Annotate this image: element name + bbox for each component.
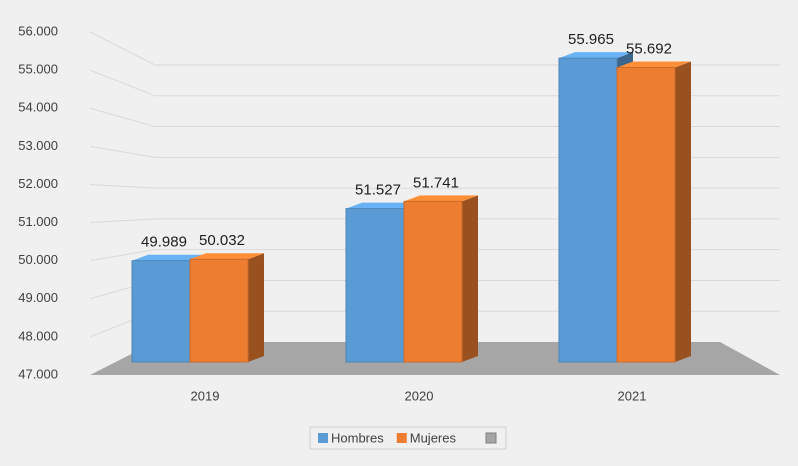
x-tick-label: 2019 [191, 388, 220, 403]
legend-label: Hombres [331, 430, 384, 445]
bar [616, 66, 676, 363]
bar-side [462, 195, 478, 362]
y-tick-label: 48.000 [18, 328, 58, 343]
y-tick-label: 54.000 [18, 100, 58, 115]
y-tick-label: 53.000 [18, 138, 58, 153]
legend-swatch [396, 433, 407, 443]
legend-box [309, 426, 507, 450]
bar-top [190, 253, 264, 260]
y-tick-label: 56.000 [18, 23, 58, 38]
y-tick-label: 49.000 [18, 290, 58, 305]
data-label: 55.692 [626, 40, 672, 57]
x-tick-label: 2021 [618, 388, 647, 403]
bar-top [346, 202, 420, 209]
data-label: 51.527 [355, 182, 401, 199]
bar-side [248, 253, 264, 362]
data-label: 49.989 [141, 234, 187, 251]
y-tick-label: 50.000 [18, 252, 58, 267]
bar [558, 57, 618, 363]
data-label: 51.741 [413, 174, 459, 191]
bar-top [132, 254, 206, 261]
y-tick-label: 55.000 [18, 62, 58, 77]
data-label: 50.032 [199, 232, 245, 249]
bar [345, 208, 405, 363]
grid-line [89, 31, 780, 66]
y-tick-label: 47.000 [18, 366, 58, 381]
x-tick-label: 2020 [405, 388, 434, 403]
bar [189, 258, 249, 363]
bar-top [404, 195, 478, 202]
legend-swatch [485, 432, 497, 444]
bar [403, 200, 463, 363]
bar-side [675, 61, 691, 363]
y-tick-label: 52.000 [18, 176, 58, 191]
bar-top [617, 61, 691, 68]
data-label: 55.965 [568, 31, 614, 48]
legend-label: Mujeres [410, 430, 457, 445]
legend-swatch [318, 433, 328, 443]
y-tick-label: 51.000 [18, 214, 58, 229]
bar-top [559, 52, 633, 59]
bar [131, 260, 191, 363]
